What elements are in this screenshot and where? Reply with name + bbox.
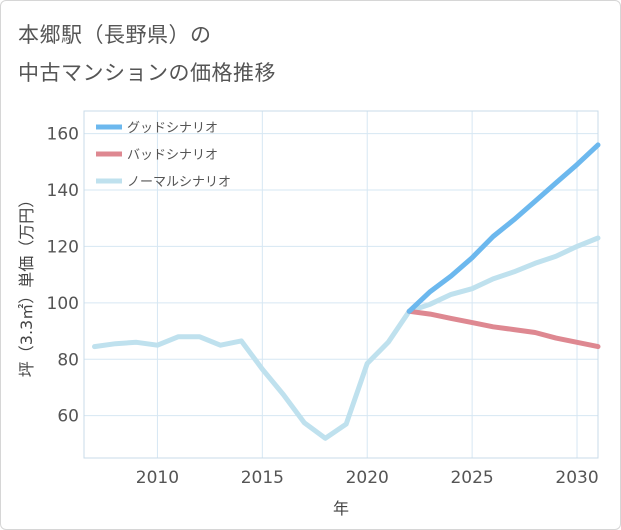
plot-border — [83, 110, 599, 459]
x-tick-label: 2025 — [450, 468, 493, 488]
x-axis-ticks: 2010 2015 2020 2025 2030 — [136, 468, 599, 488]
y-axis-ticks: 60 80 100 120 140 160 — [47, 125, 79, 427]
y-tick-label: 80 — [57, 350, 79, 370]
y-tick-label: 60 — [57, 407, 79, 427]
series-lines — [92, 142, 601, 441]
x-tick-label: 2030 — [555, 468, 598, 488]
series-line-bad — [406, 308, 601, 350]
x-tick-label: 2015 — [241, 468, 284, 488]
chart-title: 本郷駅（長野県）の 中古マンションの価格推移 — [18, 16, 276, 92]
y-tick-label: 120 — [47, 237, 79, 257]
title-line-2: 中古マンションの価格推移 — [18, 61, 276, 85]
grid-lines — [84, 111, 598, 458]
x-tick-label: 2020 — [346, 468, 389, 488]
y-tick-label: 140 — [47, 181, 79, 201]
series-line-good — [406, 142, 601, 314]
y-tick-label: 160 — [47, 125, 79, 145]
x-tick-label: 2010 — [136, 468, 179, 488]
x-axis-title: 年 — [333, 499, 349, 518]
legend-label-bad: バッドシナリオ — [127, 148, 218, 163]
series-line-normal — [92, 235, 601, 441]
y-tick-label: 100 — [47, 294, 79, 314]
y-axis-title: 坪（3.3㎡）単価（万円） — [17, 192, 36, 377]
legend-label-good: グッドシナリオ — [127, 121, 218, 136]
title-line-1: 本郷駅（長野県）の — [18, 23, 212, 47]
legend-label-normal: ノーマルシナリオ — [127, 175, 231, 190]
